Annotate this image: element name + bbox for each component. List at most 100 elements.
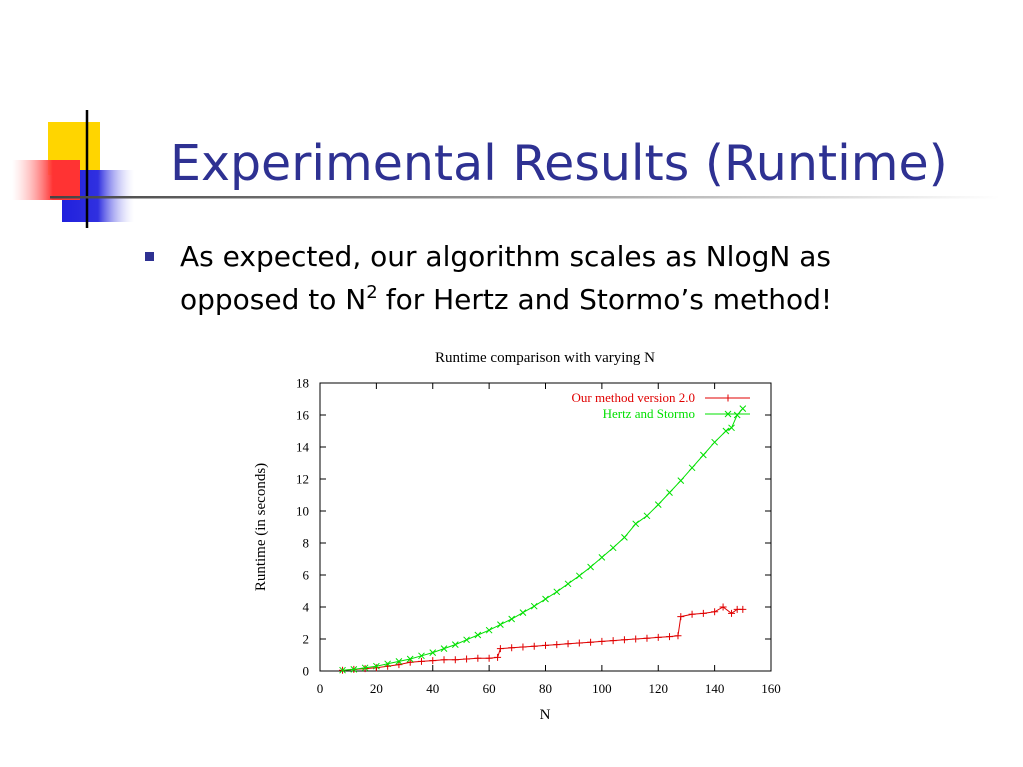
point [733, 411, 741, 419]
chart-title: Runtime comparison with varying N [435, 350, 655, 366]
superscript: 2 [366, 282, 377, 303]
point [440, 645, 448, 652]
legend-label: Hertz and Stormo [603, 406, 695, 421]
point [463, 655, 471, 663]
point [674, 632, 682, 640]
y-axis-label: Runtime (in seconds) [253, 463, 269, 591]
point [564, 640, 572, 648]
x-tick-label: 140 [705, 681, 725, 696]
bullet-text: for Hertz and Stormo’s method! [386, 283, 832, 316]
y-tick-label: 0 [303, 664, 310, 679]
point [598, 554, 606, 561]
point [575, 639, 583, 647]
bullet-text: As expected, our algorithm scales as Nlo… [180, 240, 831, 273]
legend-label: Our method version 2.0 [572, 390, 695, 405]
point [395, 661, 403, 669]
point [728, 609, 736, 617]
point [739, 405, 747, 412]
point [406, 658, 414, 666]
point [654, 501, 662, 508]
point [463, 636, 470, 644]
point [519, 609, 527, 616]
point [553, 641, 561, 649]
point [643, 634, 651, 642]
point [530, 602, 538, 610]
point [508, 644, 516, 652]
point [666, 489, 673, 496]
x-tick-label: 120 [649, 681, 669, 696]
x-tick-label: 100 [592, 681, 612, 696]
y-tick-label: 2 [303, 632, 310, 647]
point [699, 609, 707, 617]
y-tick-label: 14 [296, 440, 310, 455]
point [719, 603, 727, 611]
x-tick-label: 20 [370, 681, 383, 696]
point [677, 477, 685, 484]
point [485, 626, 493, 634]
y-tick-label: 12 [296, 472, 309, 487]
point [643, 512, 651, 520]
y-tick-label: 16 [296, 408, 310, 423]
point [497, 621, 504, 628]
point [339, 666, 346, 674]
point [632, 635, 640, 643]
point [542, 595, 549, 603]
x-tick-label: 60 [483, 681, 496, 696]
bullet-text: opposed to N2 for Hertz and Stormo’s meth… [180, 282, 832, 316]
point [688, 464, 696, 472]
point [440, 656, 448, 664]
point [519, 643, 527, 651]
point [373, 662, 380, 670]
point [361, 664, 369, 672]
x-tick-label: 40 [426, 681, 439, 696]
bullet-text: opposed to N [180, 283, 366, 316]
point [474, 631, 482, 639]
point [429, 649, 437, 656]
point [496, 645, 504, 653]
point [654, 633, 662, 641]
point [494, 653, 502, 661]
y-tick-label: 18 [296, 376, 309, 391]
y-tick-label: 8 [303, 536, 310, 551]
series-line [342, 606, 743, 671]
point [609, 637, 617, 645]
bullet-marker [145, 252, 154, 261]
point [598, 637, 606, 645]
point [530, 642, 538, 650]
point [350, 666, 358, 673]
x-axis-label: N [540, 707, 551, 723]
point [564, 580, 572, 588]
plot: 0 20 40 60 80 100 120 140 160 0 2 4 6 8 10 12 14 16 18 Our … [296, 376, 781, 697]
x-tick-label: 160 [761, 681, 781, 696]
point [699, 451, 707, 459]
point [384, 660, 392, 668]
point [429, 657, 437, 665]
point [711, 438, 718, 446]
plot-border [319, 382, 772, 672]
point [451, 641, 459, 648]
point [575, 572, 583, 580]
x-tick-label: 0 [317, 681, 324, 696]
y-tick-label: 10 [296, 504, 309, 519]
point [542, 641, 549, 649]
point [677, 613, 685, 621]
point [508, 615, 516, 623]
point [451, 656, 459, 664]
point [722, 427, 730, 435]
y-tick-label: 4 [303, 600, 310, 615]
point [620, 636, 628, 644]
point [632, 520, 640, 528]
point [688, 610, 696, 618]
point [395, 658, 403, 665]
point [739, 605, 747, 613]
point [474, 654, 482, 662]
deco-square [12, 160, 80, 200]
point [417, 657, 425, 665]
deco-line [50, 196, 1000, 199]
legend-marker [724, 394, 732, 402]
legend-marker [724, 410, 732, 418]
y-tick-label: 6 [303, 568, 310, 583]
point [372, 664, 380, 672]
